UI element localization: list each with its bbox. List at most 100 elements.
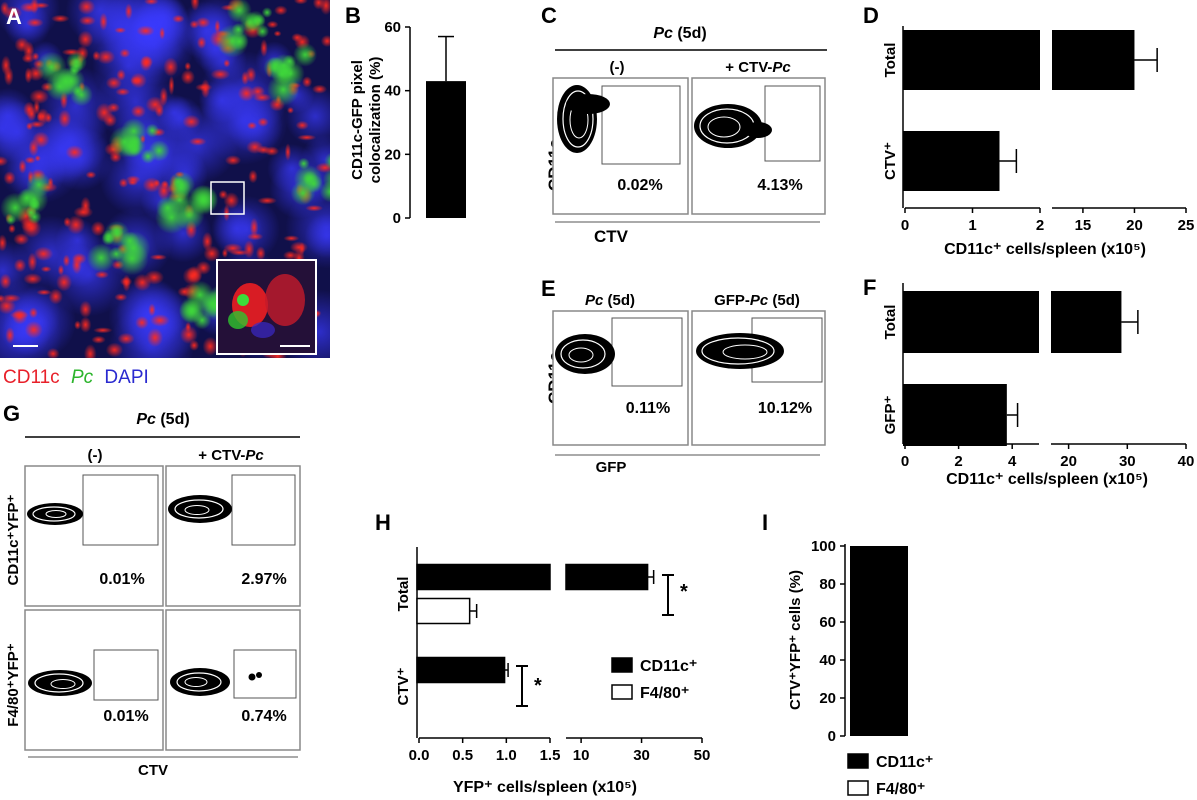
pc-signal bbox=[109, 224, 124, 238]
x-tick-label: 0 bbox=[901, 453, 909, 470]
cd11c-signal bbox=[63, 216, 72, 228]
panel-letter-d: D bbox=[863, 3, 879, 28]
gate-box bbox=[82, 474, 159, 546]
cd11c-signal bbox=[36, 108, 50, 125]
cd11c-signal bbox=[8, 224, 16, 234]
pc-signal bbox=[297, 157, 310, 170]
flow-plot-g12: 2.97% bbox=[165, 465, 301, 607]
cd11c-signal bbox=[255, 246, 266, 261]
flow-plot-e1: 0.11% bbox=[552, 310, 689, 446]
cd11c-signal bbox=[118, 178, 129, 188]
panel-a-legend: CD11c Pc DAPI bbox=[3, 367, 149, 388]
gate-box bbox=[233, 649, 297, 699]
significance-star: * bbox=[534, 675, 542, 697]
cd11c-signal bbox=[201, 231, 213, 252]
bar-cd11c-ctv bbox=[416, 656, 506, 684]
y-tick-label: 20 bbox=[819, 690, 836, 707]
cd11c-signal bbox=[24, 156, 36, 164]
panel-e-col-1-italic: Pc bbox=[585, 292, 604, 309]
cd11c-signal bbox=[27, 252, 38, 272]
x-tick-label: 1 bbox=[968, 217, 976, 234]
flow-plot-e2: 10.12% bbox=[691, 310, 826, 446]
legend-swatch bbox=[611, 657, 633, 673]
cd11c-signal bbox=[139, 55, 153, 72]
percent-label: 0.01% bbox=[99, 571, 144, 588]
bar-cd11c-total-continued bbox=[565, 563, 649, 591]
bar-total bbox=[903, 30, 1040, 90]
y-tick-label: 0 bbox=[828, 728, 836, 745]
legend-pc: Pc bbox=[71, 367, 94, 388]
pc-signal bbox=[101, 232, 115, 246]
cd11c-signal bbox=[19, 2, 40, 13]
cd11c-signal bbox=[115, 87, 131, 96]
gate-box bbox=[93, 649, 159, 701]
chart-i: 0 20 40 60 80 100 CD11c⁺ F4/80⁺ bbox=[811, 538, 933, 798]
significance-star: * bbox=[680, 581, 688, 603]
panel-letter-c: C bbox=[541, 3, 557, 28]
panel-c: C Pc (5d) (-) + CTV-Pc CD11c 0.02% bbox=[541, 3, 827, 246]
cd11c-signal bbox=[283, 250, 298, 261]
cd11c-signal bbox=[320, 34, 330, 48]
cd11c-signal bbox=[5, 327, 15, 344]
gate-box bbox=[601, 85, 681, 165]
cd11c-signal bbox=[23, 273, 43, 285]
panel-g-header-rest: (5d) bbox=[156, 411, 190, 428]
dapi-signal bbox=[304, 213, 330, 259]
cd11c-signal bbox=[13, 258, 27, 273]
chart-f: 0 2 4 20 30 40 CD11c⁺ cells/spleen (x10⁵) Total… bbox=[882, 283, 1194, 488]
cd11c-signal bbox=[223, 204, 230, 222]
cd11c-signal bbox=[195, 83, 213, 92]
cd11c-signal bbox=[305, 204, 324, 212]
cd11c-signal bbox=[188, 137, 207, 146]
cd11c-signal bbox=[257, 117, 269, 127]
pc-signal bbox=[319, 180, 330, 203]
cd11c-signal bbox=[257, 196, 277, 205]
panel-c-col-1: (-) bbox=[610, 59, 625, 76]
legend-swatch bbox=[847, 780, 869, 796]
bar-total bbox=[903, 291, 1039, 353]
percent-label: 0.74% bbox=[241, 708, 286, 725]
cd11c-signal bbox=[143, 0, 159, 6]
cd11c-signal bbox=[284, 143, 292, 161]
panel-letter-g: G bbox=[3, 401, 20, 426]
cd11c-signal bbox=[105, 76, 122, 90]
legend-label: CD11c⁺ bbox=[876, 754, 933, 771]
cd11c-signal bbox=[195, 260, 212, 275]
cd11c-signal bbox=[149, 254, 167, 261]
cd11c-signal bbox=[150, 314, 170, 327]
pc-signal bbox=[5, 214, 17, 226]
cd11c-signal bbox=[48, 288, 63, 305]
cd11c-signal bbox=[180, 69, 196, 85]
pc-signal bbox=[17, 188, 37, 208]
cd11c-signal bbox=[190, 0, 200, 11]
cd11c-signal bbox=[125, 175, 141, 184]
bar-total-continued bbox=[1052, 30, 1135, 90]
bar-f480-total bbox=[416, 597, 471, 625]
y-tick-label: 80 bbox=[819, 576, 836, 593]
x-tick-label: 25 bbox=[1178, 217, 1195, 234]
y-tick-label: 40 bbox=[819, 652, 836, 669]
cd11c-signal bbox=[114, 27, 127, 34]
cd11c-signal bbox=[92, 50, 101, 61]
cd11c-signal bbox=[74, 320, 82, 330]
cd11c-signal bbox=[182, 114, 201, 129]
cd11c-signal bbox=[246, 140, 264, 154]
cd11c-signal bbox=[248, 169, 258, 184]
cd11c-signal bbox=[172, 14, 185, 23]
contour-population bbox=[27, 503, 83, 525]
x-tick-label: 10 bbox=[573, 747, 590, 764]
panel-e-col-2: GFP-Pc (5d) bbox=[714, 292, 800, 309]
bar-cd11c bbox=[850, 546, 908, 736]
cd11c-signal bbox=[90, 220, 106, 237]
cd11c-signal bbox=[163, 57, 179, 77]
cd11c-signal bbox=[94, 270, 110, 279]
panel-g-row-1-label: CD11c⁺YFP⁺ bbox=[5, 494, 22, 585]
cd11c-signal bbox=[18, 159, 27, 174]
cd11c-signal bbox=[119, 276, 133, 287]
panel-d: D 0 1 2 15 20 25 CD11c⁺ cells/spleen (x10⁵) Tot… bbox=[863, 3, 1194, 258]
cd11c-signal bbox=[65, 145, 84, 160]
cd11c-signal bbox=[274, 5, 288, 16]
panel-c-header-italic: Pc bbox=[653, 25, 673, 42]
cd11c-signal bbox=[159, 87, 169, 107]
